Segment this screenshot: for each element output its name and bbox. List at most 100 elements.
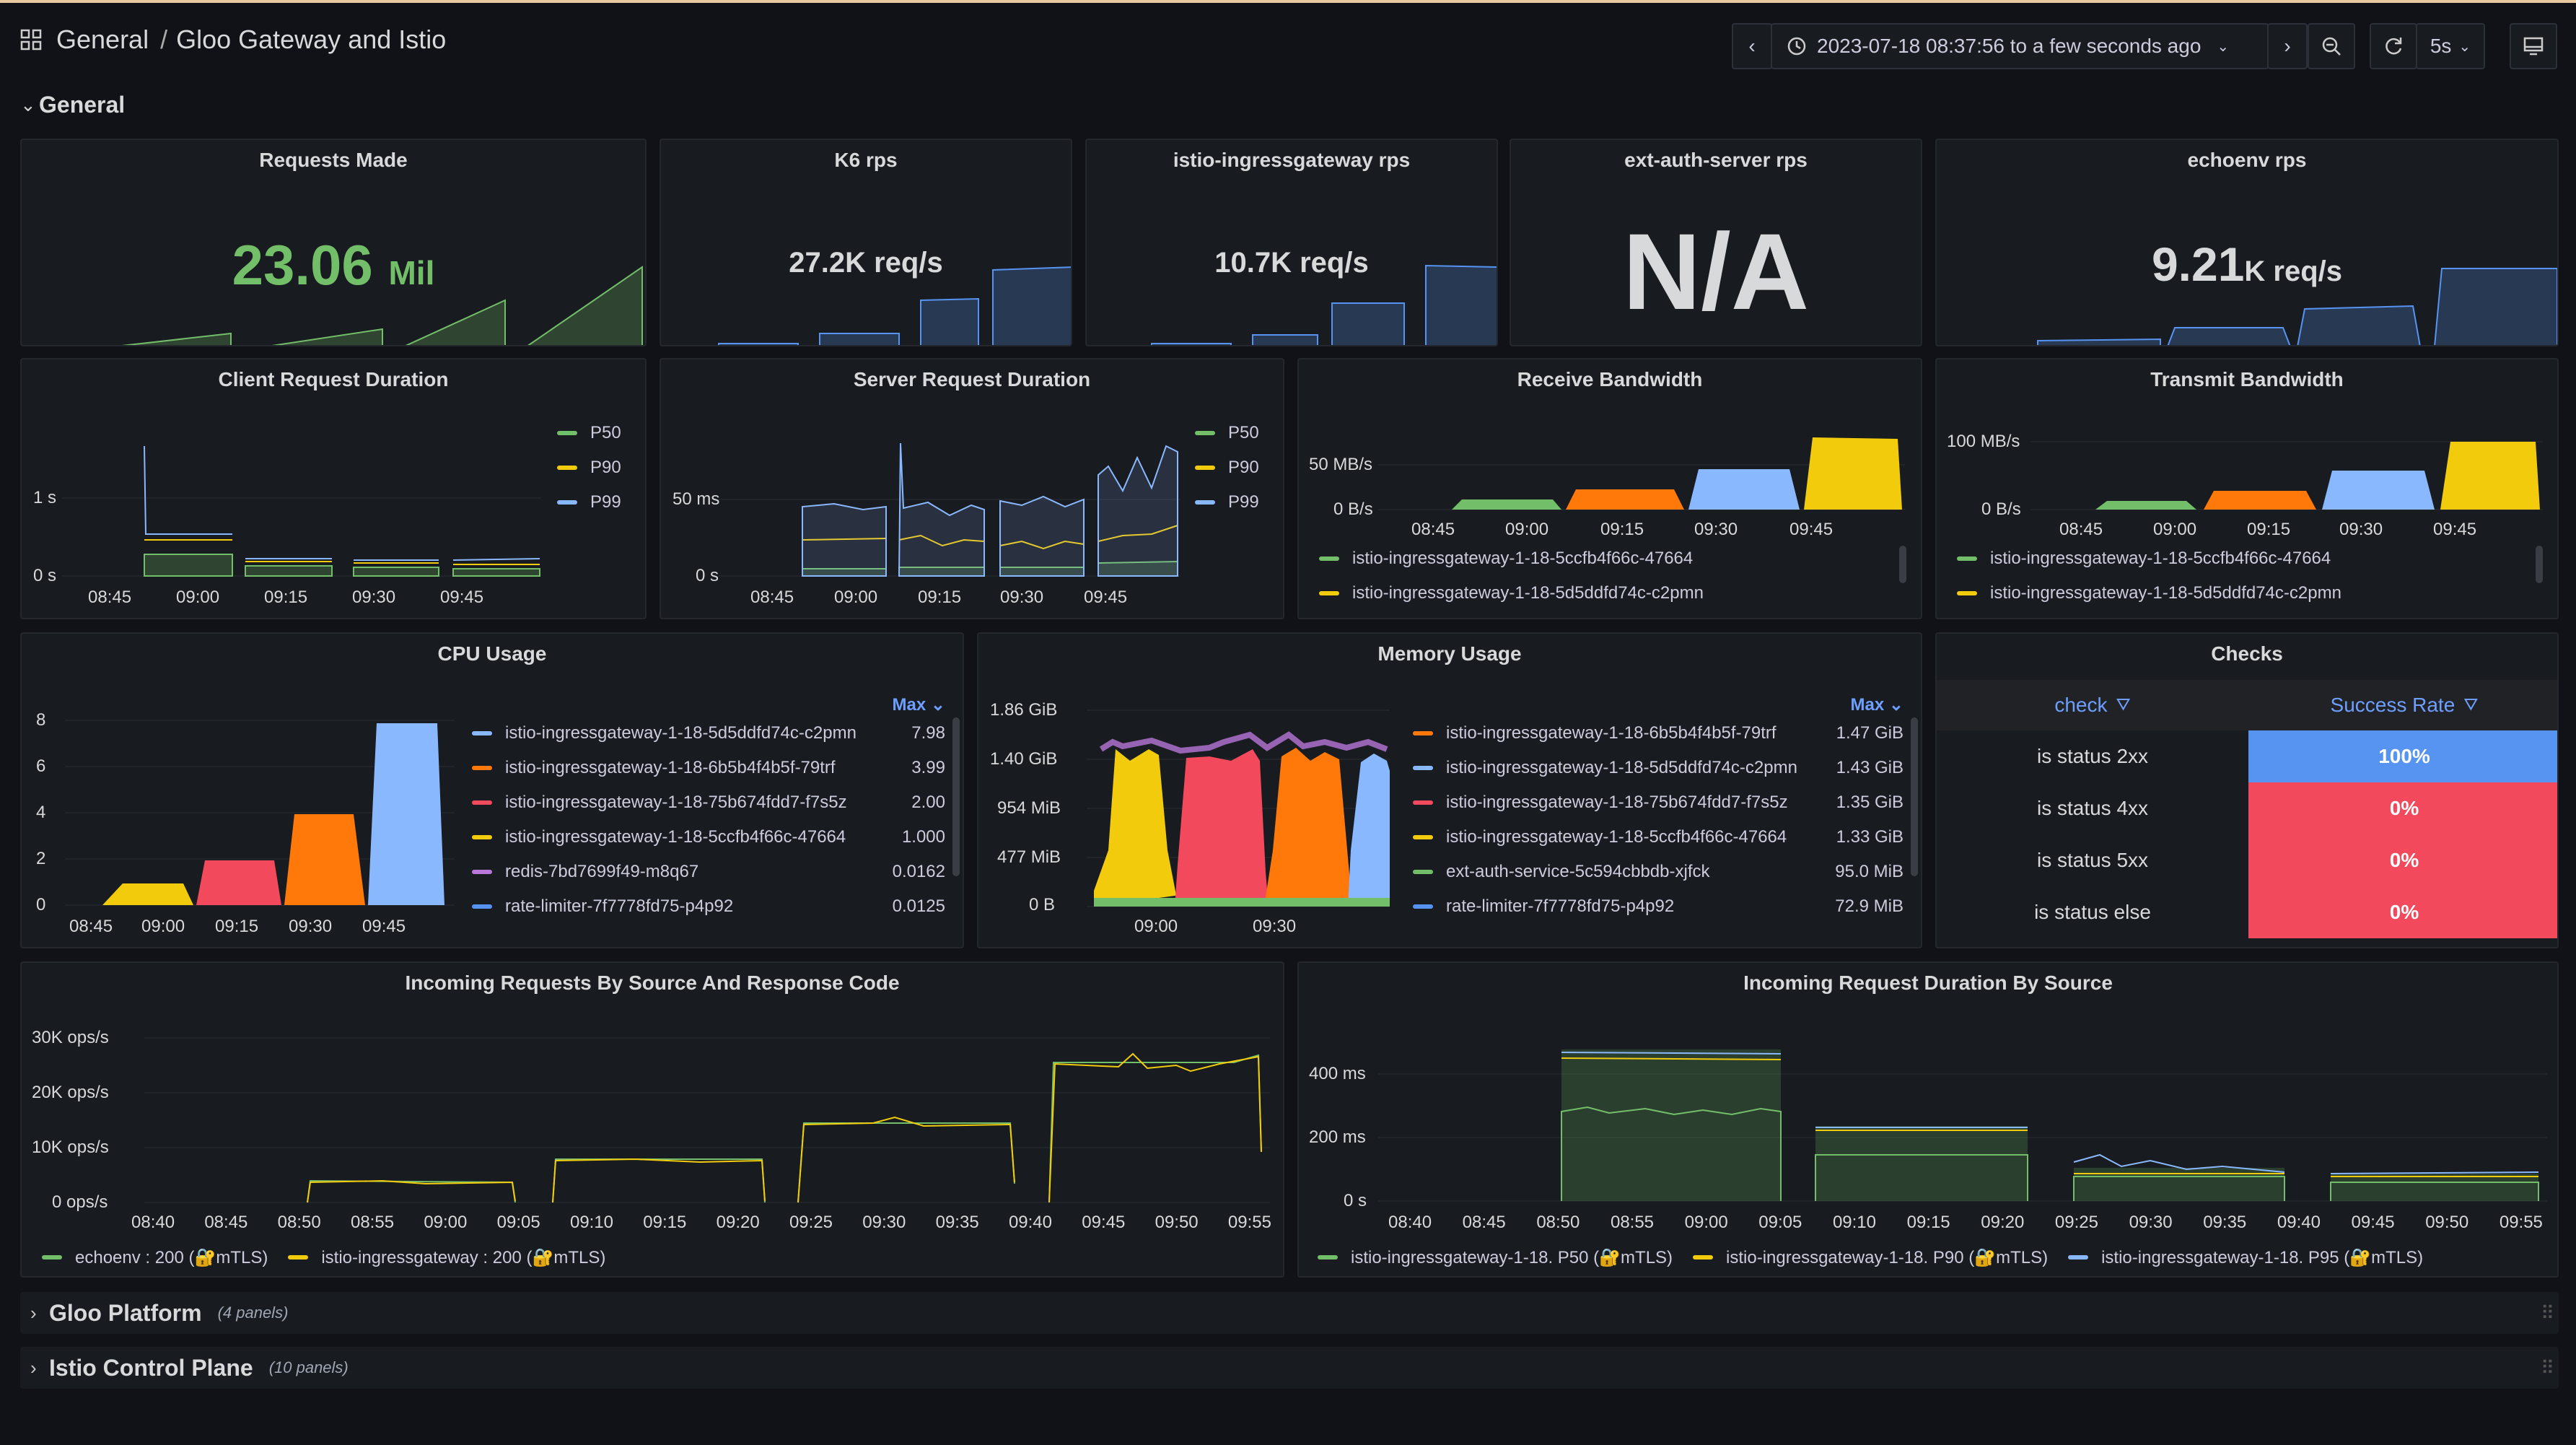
legend-item[interactable]: istio-ingressgateway-1-18-5d5ddfd74c-c2p… bbox=[1319, 576, 1704, 611]
legend-row[interactable]: redis-7bd7699f49-m8q67 0.0162 bbox=[472, 862, 963, 882]
legend-name: istio-ingressgateway-1-18-6b5b4f4b5f-79t… bbox=[1446, 723, 1777, 743]
dashboard-title[interactable]: Gloo Gateway and Istio bbox=[176, 25, 447, 54]
legend-row[interactable]: istio-ingressgateway-1-18-5ccfb4f66c-476… bbox=[472, 827, 963, 847]
legend-row[interactable]: rate-limiter-7f7778fd75-p4p92 0.0125 bbox=[472, 896, 963, 917]
legend-scrollbar[interactable] bbox=[1911, 717, 1918, 876]
refresh-button[interactable] bbox=[2370, 23, 2417, 69]
legend-value: 1.33 GiB bbox=[1836, 827, 1903, 847]
legend-row[interactable]: rate-limiter-7f7778fd75-p4p92 72.9 MiB bbox=[1413, 896, 1921, 917]
legend-row[interactable]: istio-ingressgateway-1-18-75b674fdd7-f7s… bbox=[1413, 793, 1921, 813]
sparkline bbox=[718, 266, 1071, 345]
zoom-out-icon bbox=[2322, 37, 2341, 56]
column-header-check[interactable]: check ⛛ bbox=[1937, 680, 2248, 730]
x-tick: 09:20 bbox=[716, 1213, 760, 1232]
panel-k6-rps[interactable]: K6 rps 27.2K req/s bbox=[660, 139, 1072, 346]
panel-memory-usage[interactable]: Memory Usage 1.86 GiB 1.40 GiB 954 MiB 4… bbox=[977, 632, 1922, 948]
panel-echoenv-rps[interactable]: echoenv rps 9.21K req/s bbox=[1935, 139, 2559, 346]
x-tick: 09:00 bbox=[834, 588, 878, 607]
legend-item[interactable]: P50 bbox=[1195, 416, 1259, 450]
legend-scrollbar[interactable] bbox=[1899, 546, 1906, 583]
drag-handle-icon[interactable]: ⠿ bbox=[2540, 1356, 2554, 1379]
panel-istio-ingressgateway-rps[interactable]: istio-ingressgateway rps 10.7K req/s bbox=[1085, 139, 1498, 346]
panel-incoming-requests[interactable]: Incoming Requests By Source And Response… bbox=[20, 961, 1284, 1278]
zoom-out-button[interactable] bbox=[2308, 23, 2355, 69]
legend-item[interactable]: P50 bbox=[557, 416, 621, 450]
legend-item[interactable]: istio-ingressgateway-1-18-5d5ddfd74c-c2p… bbox=[1957, 576, 2341, 611]
series-area bbox=[1094, 749, 1180, 907]
legend-row[interactable]: ext-auth-service-5c594cbbdb-xjfck 95.0 Mi… bbox=[1413, 862, 1921, 882]
panel-ext-auth-server-rps[interactable]: ext-auth-server rps N/A bbox=[1510, 139, 1922, 346]
legend-sort-max[interactable]: Max ⌄ bbox=[1850, 695, 1903, 715]
apps-grid-icon[interactable] bbox=[20, 29, 42, 51]
legend-swatch bbox=[557, 500, 577, 505]
legend-row[interactable]: istio-ingressgateway-1-18-5d5ddfd74c-c2p… bbox=[1413, 758, 1921, 778]
legend-item[interactable]: P90 bbox=[1195, 450, 1259, 485]
legend-name: istio-ingressgateway-1-18-5d5ddfd74c-c2p… bbox=[1446, 758, 1797, 777]
legend-swatch bbox=[1195, 500, 1215, 505]
x-tick: 09:45 bbox=[1082, 1213, 1126, 1232]
legend-value: 1.47 GiB bbox=[1836, 723, 1903, 743]
column-header-success-rate[interactable]: Success Rate ⛛ bbox=[2248, 680, 2557, 730]
panel-requests-made[interactable]: Requests Made 23.06 Mil bbox=[20, 139, 647, 346]
check-name: is status 2xx bbox=[2036, 745, 2149, 767]
panel-cpu-usage[interactable]: CPU Usage 8 6 4 2 0 08:45 09:00 09:15 09… bbox=[20, 632, 964, 948]
row-general[interactable]: ⌄ General bbox=[20, 84, 125, 126]
time-picker-button[interactable]: 2023-07-18 08:37:56 to a few seconds ago… bbox=[1771, 23, 2269, 69]
legend-item[interactable]: P90 bbox=[557, 450, 621, 485]
legend-item[interactable]: istio-ingressgateway-1-18. P50 (🔐mTLS) bbox=[1318, 1240, 1673, 1275]
tv-mode-button[interactable] bbox=[2510, 23, 2557, 69]
refresh-interval-picker[interactable]: 5s ⌄ bbox=[2416, 23, 2485, 69]
row-istio-control-plane[interactable]: › Istio Control Plane (10 panels) ⠿ bbox=[20, 1347, 2559, 1389]
time-back-button[interactable]: ‹ bbox=[1732, 23, 1772, 69]
panel-client-request-duration[interactable]: Client Request Duration 1 s 0 s 08:45 09… bbox=[20, 358, 647, 619]
x-tick: 09:45 bbox=[2433, 520, 2477, 539]
legend-row[interactable]: istio-ingressgateway-1-18-5ccfb4f66c-476… bbox=[1413, 827, 1921, 847]
legend-scrollbar[interactable] bbox=[2536, 546, 2543, 583]
legend-item[interactable]: istio-ingressgateway : 200 (🔐mTLS) bbox=[288, 1240, 605, 1275]
legend-scrollbar[interactable] bbox=[952, 717, 960, 876]
monitor-icon bbox=[2523, 37, 2544, 56]
series-area bbox=[368, 723, 444, 905]
legend-item[interactable]: istio-ingressgateway-1-18-5ccfb4f66c-476… bbox=[1957, 541, 2341, 576]
sparkline bbox=[121, 266, 643, 345]
legend-item[interactable]: P99 bbox=[557, 485, 621, 520]
stat-number: 9.21 bbox=[2151, 237, 2245, 291]
panel-transmit-bandwidth[interactable]: Transmit Bandwidth 100 MB/s 0 B/s 08:45 … bbox=[1935, 358, 2559, 619]
stat-value: 10.7K req/s bbox=[1214, 247, 1369, 279]
legend-item[interactable]: echoenv : 200 (🔐mTLS) bbox=[42, 1240, 268, 1275]
row-gloo-platform[interactable]: › Gloo Platform (4 panels) ⠿ bbox=[20, 1292, 2559, 1334]
filter-icon[interactable]: ⛛ bbox=[2463, 695, 2479, 715]
legend-swatch bbox=[1318, 1255, 1338, 1260]
legend: P50 P90 P99 bbox=[557, 416, 621, 520]
series-area bbox=[2204, 491, 2316, 510]
x-tick: 08:45 bbox=[750, 588, 794, 607]
row-title: General bbox=[39, 91, 126, 118]
legend-swatch bbox=[42, 1255, 62, 1260]
x-tick: 08:40 bbox=[131, 1213, 175, 1232]
drag-handle-icon[interactable]: ⠿ bbox=[2540, 1301, 2554, 1324]
filter-icon[interactable]: ⛛ bbox=[2116, 695, 2131, 715]
legend-swatch bbox=[2068, 1255, 2089, 1260]
legend-item[interactable]: istio-ingressgateway-1-18-5ccfb4f66c-476… bbox=[1319, 541, 1704, 576]
series-area bbox=[284, 814, 365, 905]
legend-item[interactable]: istio-ingressgateway-1-18. P95 (🔐mTLS) bbox=[2068, 1240, 2423, 1275]
legend-row[interactable]: istio-ingressgateway-1-18-6b5b4f4b5f-79t… bbox=[472, 758, 963, 778]
chart-area bbox=[65, 720, 455, 906]
legend-item[interactable]: P99 bbox=[1195, 485, 1259, 520]
panel-incoming-request-duration[interactable]: Incoming Request Duration By Source 400 … bbox=[1297, 961, 2559, 1278]
legend-row[interactable]: istio-ingressgateway-1-18-75b674fdd7-f7s… bbox=[472, 793, 963, 813]
legend-sort-max[interactable]: Max ⌄ bbox=[892, 695, 945, 715]
success-rate-cell: 0% bbox=[2248, 782, 2557, 834]
time-forward-button[interactable]: › bbox=[2267, 23, 2308, 69]
legend-label: P90 bbox=[1228, 458, 1259, 477]
breadcrumb-folder[interactable]: General bbox=[56, 25, 149, 54]
panel-checks[interactable]: Checks check ⛛ Success Rate ⛛ is status 2x… bbox=[1935, 632, 2559, 948]
panel-server-request-duration[interactable]: Server Request Duration 50 ms 0 s 08:45 … bbox=[660, 358, 1284, 619]
x-tick: 08:45 bbox=[1462, 1213, 1506, 1232]
panel-receive-bandwidth[interactable]: Receive Bandwidth 50 MB/s 0 B/s 08:45 09… bbox=[1297, 358, 1922, 619]
legend-item[interactable]: istio-ingressgateway-1-18. P90 (🔐mTLS) bbox=[1693, 1240, 2048, 1275]
legend-row[interactable]: istio-ingressgateway-1-18-5d5ddfd74c-c2p… bbox=[472, 723, 963, 743]
x-tick: 09:30 bbox=[2339, 520, 2383, 539]
x-tick: 08:45 bbox=[204, 1213, 248, 1232]
legend-row[interactable]: istio-ingressgateway-1-18-6b5b4f4b5f-79t… bbox=[1413, 723, 1921, 743]
